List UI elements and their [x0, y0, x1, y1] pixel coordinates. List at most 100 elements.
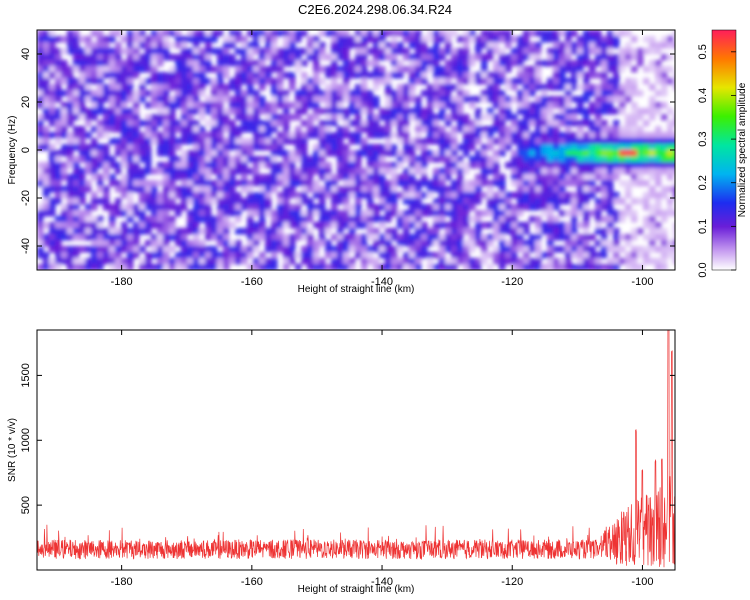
heatmap-cell [319, 264, 326, 270]
heatmap-cell [589, 180, 596, 187]
heatmap-cell [253, 102, 260, 109]
heatmap-cell [487, 96, 494, 103]
heatmap-cell [415, 30, 422, 37]
heatmap-cell [433, 42, 440, 49]
heatmap-cell [49, 240, 56, 247]
heatmap-cell [109, 84, 116, 91]
heatmap-cell [301, 174, 308, 181]
heatmap-cell [211, 78, 218, 85]
heatmap-cell [259, 108, 266, 115]
heatmap-cell [37, 126, 44, 133]
heatmap-cell [505, 30, 512, 37]
heatmap-cell [217, 156, 224, 163]
heatmap-cell [493, 84, 500, 91]
heatmap-cell [85, 132, 92, 139]
heatmap-cell [259, 204, 266, 211]
heatmap-cell [499, 114, 506, 121]
heatmap-cell [631, 102, 638, 109]
colorbar-tick-label: 0.3 [697, 131, 709, 146]
heatmap-cell [559, 120, 566, 127]
heatmap-cell [277, 180, 284, 187]
heatmap-cell [445, 258, 452, 265]
heatmap-cell [421, 204, 428, 211]
heatmap-cell [475, 156, 482, 163]
heatmap-cell [151, 234, 158, 241]
heatmap-cell [37, 240, 44, 247]
heatmap-cell [517, 234, 524, 241]
heatmap-cell [547, 102, 554, 109]
heatmap-cell [217, 132, 224, 139]
heatmap-cell [331, 180, 338, 187]
heatmap-cell [145, 222, 152, 229]
heatmap-cell [151, 72, 158, 79]
heatmap-cell [385, 90, 392, 97]
heatmap-cell [223, 162, 230, 169]
heatmap-cell [355, 84, 362, 91]
heatmap-cell [529, 30, 536, 37]
heatmap-cell [481, 240, 488, 247]
heatmap-cell [67, 264, 74, 270]
heatmap-cell [385, 186, 392, 193]
heatmap-cell [67, 48, 74, 55]
heatmap-cell [523, 228, 530, 235]
colorbar-tick-label: 0.4 [697, 88, 709, 103]
heatmap-cell [469, 60, 476, 67]
heatmap-cell [325, 66, 332, 73]
heatmap-cell [625, 252, 632, 259]
heatmap-cell [349, 180, 356, 187]
heatmap-cell [649, 102, 656, 109]
heatmap-cell [625, 180, 632, 187]
heatmap-cell [85, 108, 92, 115]
heatmap-cell [577, 186, 584, 193]
heatmap-cell [283, 198, 290, 205]
heatmap-cell [103, 36, 110, 43]
heatmap-cell [577, 168, 584, 175]
heatmap-cell [91, 150, 98, 157]
heatmap-cell [499, 234, 506, 241]
heatmap-cell [367, 102, 374, 109]
heatmap-cell [577, 138, 584, 145]
heatmap-cell [169, 84, 176, 91]
heatmap-cell [283, 156, 290, 163]
heatmap-cell [181, 174, 188, 181]
heatmap-cell [349, 96, 356, 103]
heatmap-cell [217, 204, 224, 211]
heatmap-cell [667, 150, 674, 157]
heatmap-cell [625, 204, 632, 211]
heatmap-cell [181, 228, 188, 235]
heatmap-cell [619, 180, 626, 187]
heatmap-cell [121, 114, 128, 121]
heatmap-cell [373, 228, 380, 235]
heatmap-cell [625, 162, 632, 169]
heatmap-cell [349, 60, 356, 67]
heatmap-cell [553, 30, 560, 37]
heatmap-cell [271, 108, 278, 115]
heatmap-cell [133, 186, 140, 193]
heatmap-cell [517, 120, 524, 127]
heatmap-cell [331, 144, 338, 151]
heatmap-cell [79, 114, 86, 121]
heatmap-cell [223, 228, 230, 235]
heatmap-cell [199, 90, 206, 97]
heatmap-cell [187, 132, 194, 139]
heatmap-cell [43, 264, 50, 270]
heatmap-cell [433, 84, 440, 91]
heatmap-cell [115, 168, 122, 175]
heatmap-cell [661, 42, 668, 49]
heatmap-cell [613, 132, 620, 139]
heatmap-cell [499, 138, 506, 145]
heatmap-cell [499, 108, 506, 115]
heatmap-cell [481, 210, 488, 217]
heatmap-cell [253, 264, 260, 270]
heatmap-cell [283, 126, 290, 133]
heatmap-cell [133, 132, 140, 139]
heatmap-cell [337, 48, 344, 55]
heatmap-cell [481, 132, 488, 139]
heatmap-cell [481, 222, 488, 229]
heatmap-cell [307, 36, 314, 43]
heatmap-cell [277, 30, 284, 37]
heatmap-cell [133, 66, 140, 73]
heatmap-cell [175, 126, 182, 133]
heatmap-cell [511, 222, 518, 229]
heatmap-cell [583, 174, 590, 181]
